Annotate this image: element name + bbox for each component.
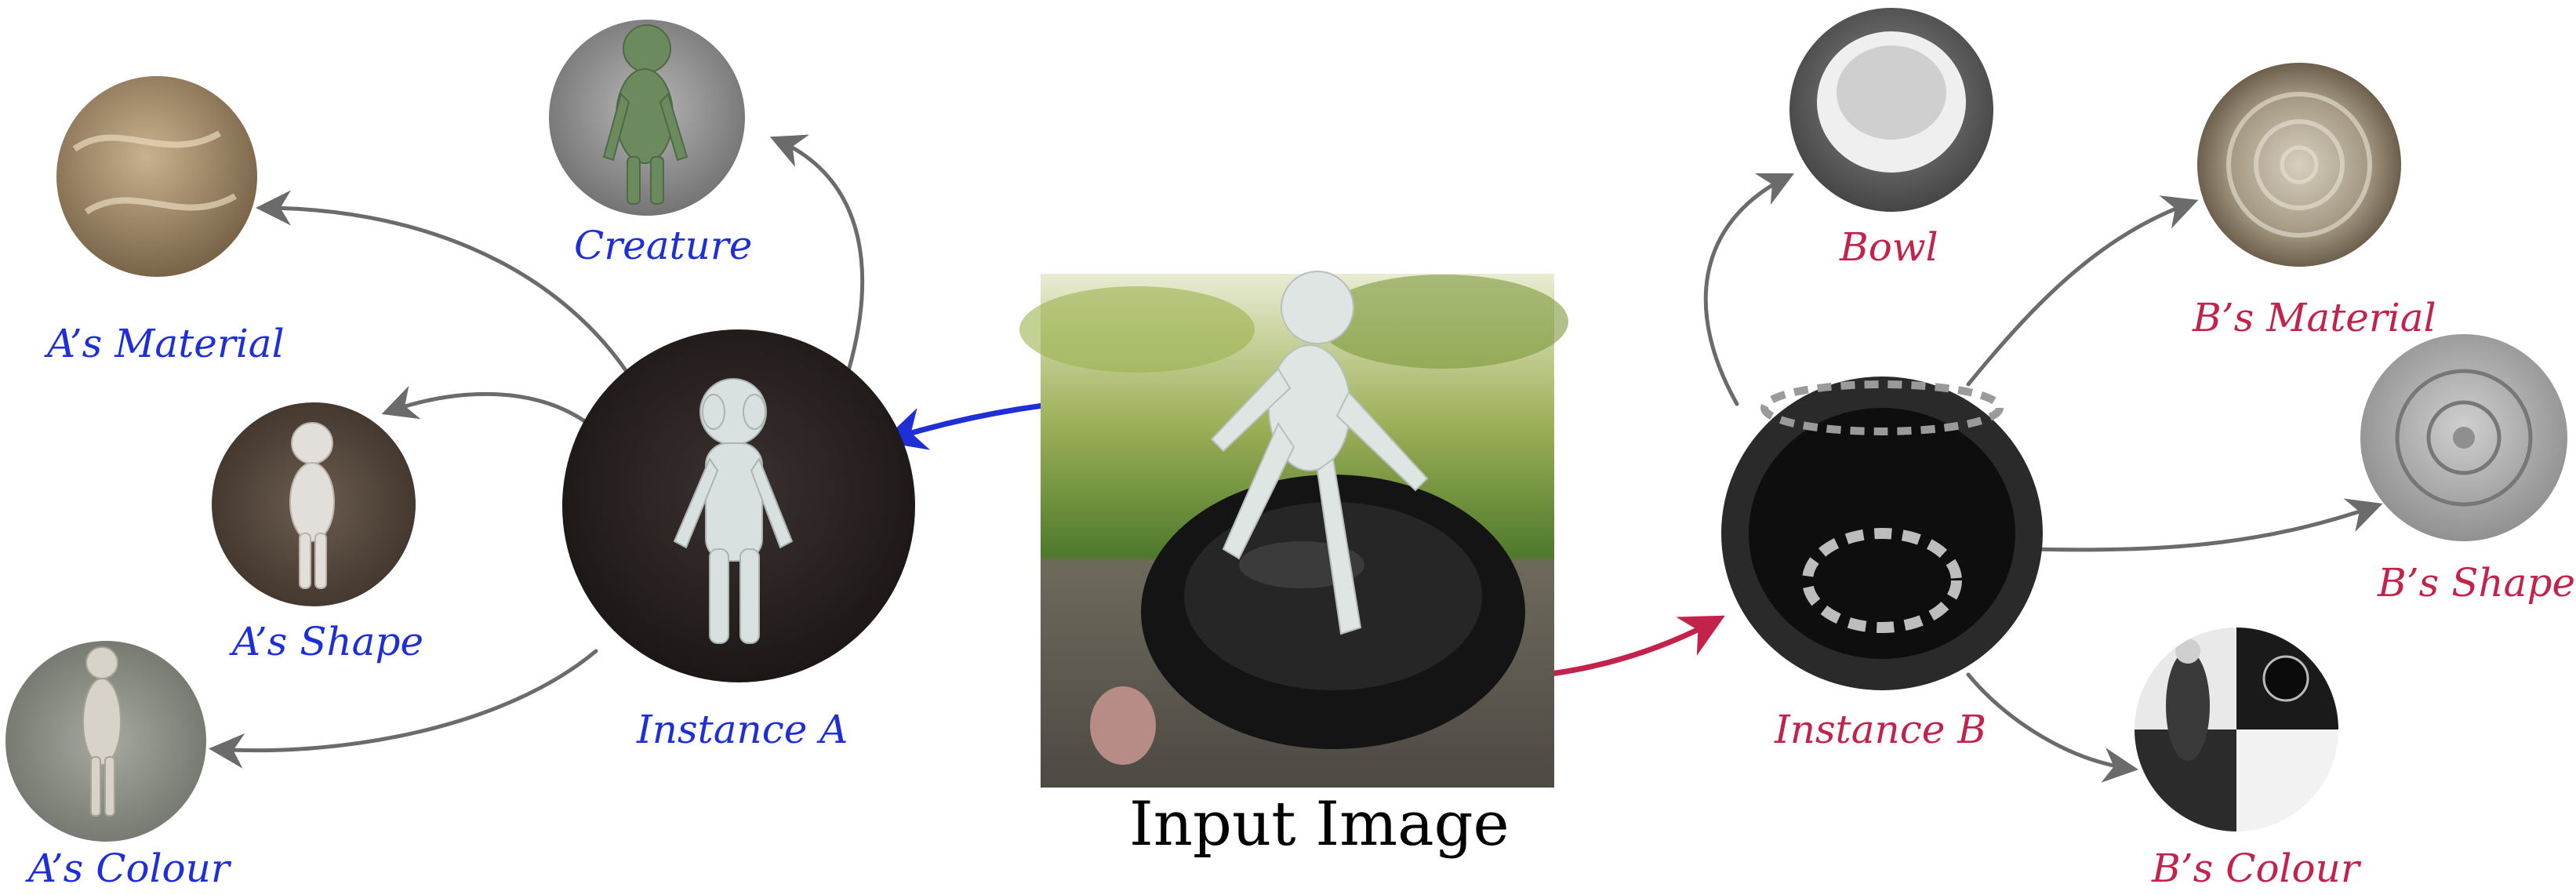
bowl-image <box>1789 8 1993 212</box>
b-colour-label: B’s Colour <box>2152 846 2360 891</box>
b-material-label: B’s Material <box>2193 295 2436 340</box>
arrow-a-to-shape <box>381 385 590 426</box>
arrow-b-to-material <box>1966 195 2199 387</box>
creature-label: Creature <box>574 223 753 268</box>
a-material-image <box>56 76 257 277</box>
arrow-a-to-material <box>256 190 630 375</box>
arrow-b-to-colour <box>1966 672 2138 783</box>
a-colour-image <box>5 641 206 842</box>
arrow-b-to-shape <box>2029 498 2383 552</box>
arrow-a-to-colour <box>209 649 598 769</box>
arrow-b-to-bowl <box>1703 173 1795 406</box>
instance-a-image <box>562 329 915 682</box>
b-shape-label: B’s Shape <box>2378 560 2576 606</box>
arrow-a-to-creature <box>769 134 865 391</box>
arrows-instance-a <box>209 134 865 769</box>
a-colour-label: A’s Colour <box>28 846 230 891</box>
input-image <box>1019 271 1568 788</box>
instance-a-label: Instance A <box>637 707 848 752</box>
instance-b-label: Instance B <box>1775 707 1986 752</box>
input-image-title: Input Image <box>1129 789 1510 860</box>
a-shape-label: A’s Shape <box>232 619 424 664</box>
b-shape-image <box>2360 334 2567 541</box>
arrows-instance-b <box>1703 173 2383 783</box>
creature-image <box>549 20 745 216</box>
b-colour-image <box>2135 628 2338 831</box>
b-material-image <box>2197 63 2401 267</box>
instance-b-image <box>1721 377 2043 690</box>
bowl-label: Bowl <box>1840 224 1938 270</box>
a-material-label: A’s Material <box>47 321 285 366</box>
a-shape-image <box>212 402 416 606</box>
